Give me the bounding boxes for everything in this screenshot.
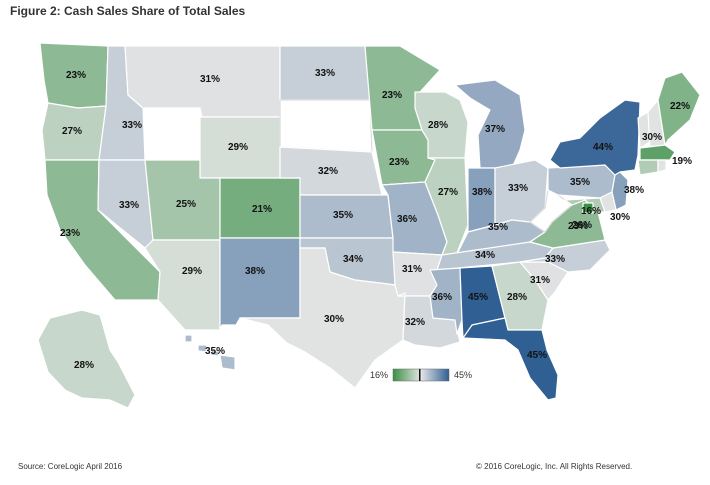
state-nc[interactable]	[519, 239, 611, 273]
state-label-va: 23%	[568, 221, 588, 232]
state-ny[interactable]	[549, 99, 641, 176]
state-hi[interactable]	[184, 334, 236, 371]
state-label-dc: 16%	[581, 206, 601, 217]
state-label-la: 32%	[405, 317, 425, 328]
state-label-wa: 23%	[66, 70, 86, 81]
state-ct[interactable]	[637, 159, 659, 176]
state-label-tn: 34%	[475, 250, 495, 261]
state-label-ky: 35%	[488, 222, 508, 233]
state-me[interactable]	[657, 71, 701, 146]
legend-max-label: 45%	[454, 370, 472, 380]
state-label-ny: 44%	[593, 142, 613, 153]
state-label-me: 22%	[670, 101, 690, 112]
state-label-fl: 45%	[527, 350, 547, 361]
state-ak[interactable]	[37, 309, 136, 409]
state-label-ok: 34%	[343, 254, 363, 265]
legend-marker	[419, 369, 421, 381]
state-label-nc: 33%	[545, 254, 565, 265]
state-label-ks: 35%	[333, 210, 353, 221]
state-label-mo: 36%	[397, 214, 417, 225]
state-label-tx: 30%	[324, 314, 344, 325]
copyright-note: © 2016 CoreLogic, Inc. All Rights Reserv…	[476, 462, 633, 471]
state-label-pa: 35%	[570, 177, 590, 188]
state-label-ms: 36%	[432, 292, 452, 303]
state-fl[interactable]	[462, 317, 559, 401]
state-ri[interactable]	[657, 159, 667, 173]
state-label-sc: 31%	[530, 275, 550, 286]
state-label-ia: 23%	[389, 157, 409, 168]
state-label-ca: 23%	[60, 228, 80, 239]
state-label-ut: 25%	[176, 199, 196, 210]
legend-min-label: 16%	[370, 370, 388, 380]
state-dc[interactable]	[582, 202, 594, 214]
state-label-mi: 37%	[485, 124, 505, 135]
state-label-wi: 28%	[428, 120, 448, 131]
state-label-id: 33%	[122, 120, 142, 131]
state-label-md: 26%	[572, 220, 592, 231]
state-label-mn: 23%	[382, 90, 402, 101]
state-label-az: 29%	[182, 266, 202, 277]
state-label-de: 30%	[610, 212, 630, 223]
state-label-co: 21%	[252, 204, 272, 215]
legend-gradient-bar	[392, 368, 450, 382]
state-label-ak: 28%	[74, 360, 94, 371]
state-label-ga: 28%	[507, 292, 527, 303]
state-label-nd: 33%	[315, 68, 335, 79]
state-ma[interactable]	[639, 144, 676, 161]
state-sd[interactable]	[279, 99, 373, 153]
color-legend: 16% 45%	[370, 368, 472, 382]
state-label-mt: 31%	[200, 74, 220, 85]
state-label-oh: 33%	[508, 183, 528, 194]
state-label-wy: 29%	[228, 142, 248, 153]
source-note: Source: CoreLogic April 2016	[18, 462, 123, 471]
state-label-vt: 30%	[642, 132, 662, 143]
state-label-in: 38%	[472, 187, 492, 198]
state-nm[interactable]	[219, 237, 301, 331]
state-tx[interactable]	[239, 247, 406, 389]
state-label-al: 45%	[468, 292, 488, 303]
state-label-or: 27%	[62, 126, 82, 137]
state-md[interactable]	[564, 197, 606, 213]
state-label-il: 27%	[438, 187, 458, 198]
state-label-nv: 33%	[119, 200, 139, 211]
state-label-nm: 38%	[245, 266, 265, 277]
state-label-nj: 38%	[624, 185, 644, 196]
state-il[interactable]	[424, 157, 469, 259]
state-label-hi: 35%	[205, 346, 225, 357]
figure-title: Figure 2: Cash Sales Share of Total Sale…	[10, 4, 246, 18]
state-label-ne: 32%	[318, 166, 338, 177]
state-label-ar: 31%	[402, 264, 422, 275]
state-label-ma: 19%	[672, 156, 692, 167]
